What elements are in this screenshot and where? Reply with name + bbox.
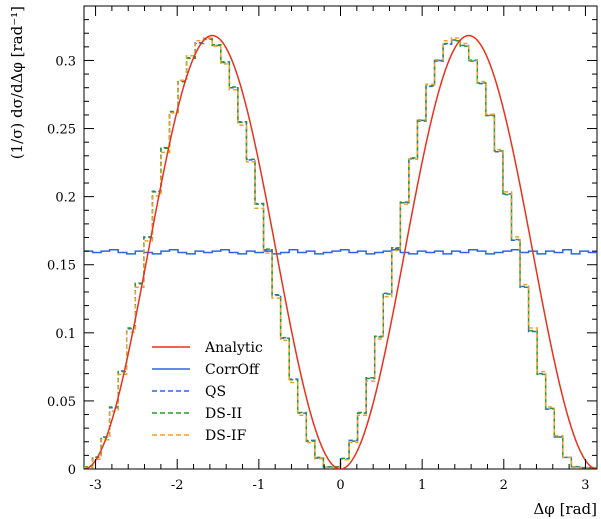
y-tick-label-5: 0.25 [47, 123, 76, 138]
legend-label-ds-ii: DS-II [205, 406, 242, 422]
legend-label-qs: QS [205, 384, 226, 400]
x-tick-label-0: -3 [89, 478, 102, 493]
y-tick-label-4: 0.2 [55, 191, 76, 206]
tick-layer: -3 -2 -1 0 1 2 3 0 0.05 0.1 0.15 0.2 0.25 0.3 [47, 6, 597, 493]
series-group [84, 34, 597, 469]
legend-label-corroff: CorrOff [205, 362, 260, 378]
y-tick-label-0: 0 [68, 463, 76, 478]
series-layer [84, 34, 597, 469]
series-ds-if [84, 37, 597, 469]
x-tick-label-5: 2 [500, 478, 508, 493]
legend-label-ds-if: DS-IF [205, 428, 247, 444]
series-corroff [84, 249, 597, 255]
x-tick-label-3: 0 [336, 478, 344, 493]
series-analytic [84, 34, 597, 469]
y-tick-label-3: 0.15 [47, 259, 76, 274]
x-tick-label-2: -1 [253, 478, 266, 493]
x-tick-label-4: 1 [418, 478, 426, 493]
y-tick-label-2: 0.1 [55, 327, 76, 342]
y-axis-label: (1/σ) dσ/dΔφ [rad⁻¹] [8, 6, 26, 159]
legend: Analytic CorrOff QS DS-II DS-IF [152, 340, 263, 444]
x-tick-label-1: -2 [171, 478, 184, 493]
plot-frame [83, 5, 598, 470]
y-tick-label-6: 0.3 [55, 54, 76, 69]
x-tick-label-6: 3 [581, 478, 589, 493]
y-tick-label-1: 0.05 [47, 395, 76, 410]
x-axis-label: Δφ [rad] [533, 500, 597, 518]
legend-label-analytic: Analytic [204, 340, 263, 356]
